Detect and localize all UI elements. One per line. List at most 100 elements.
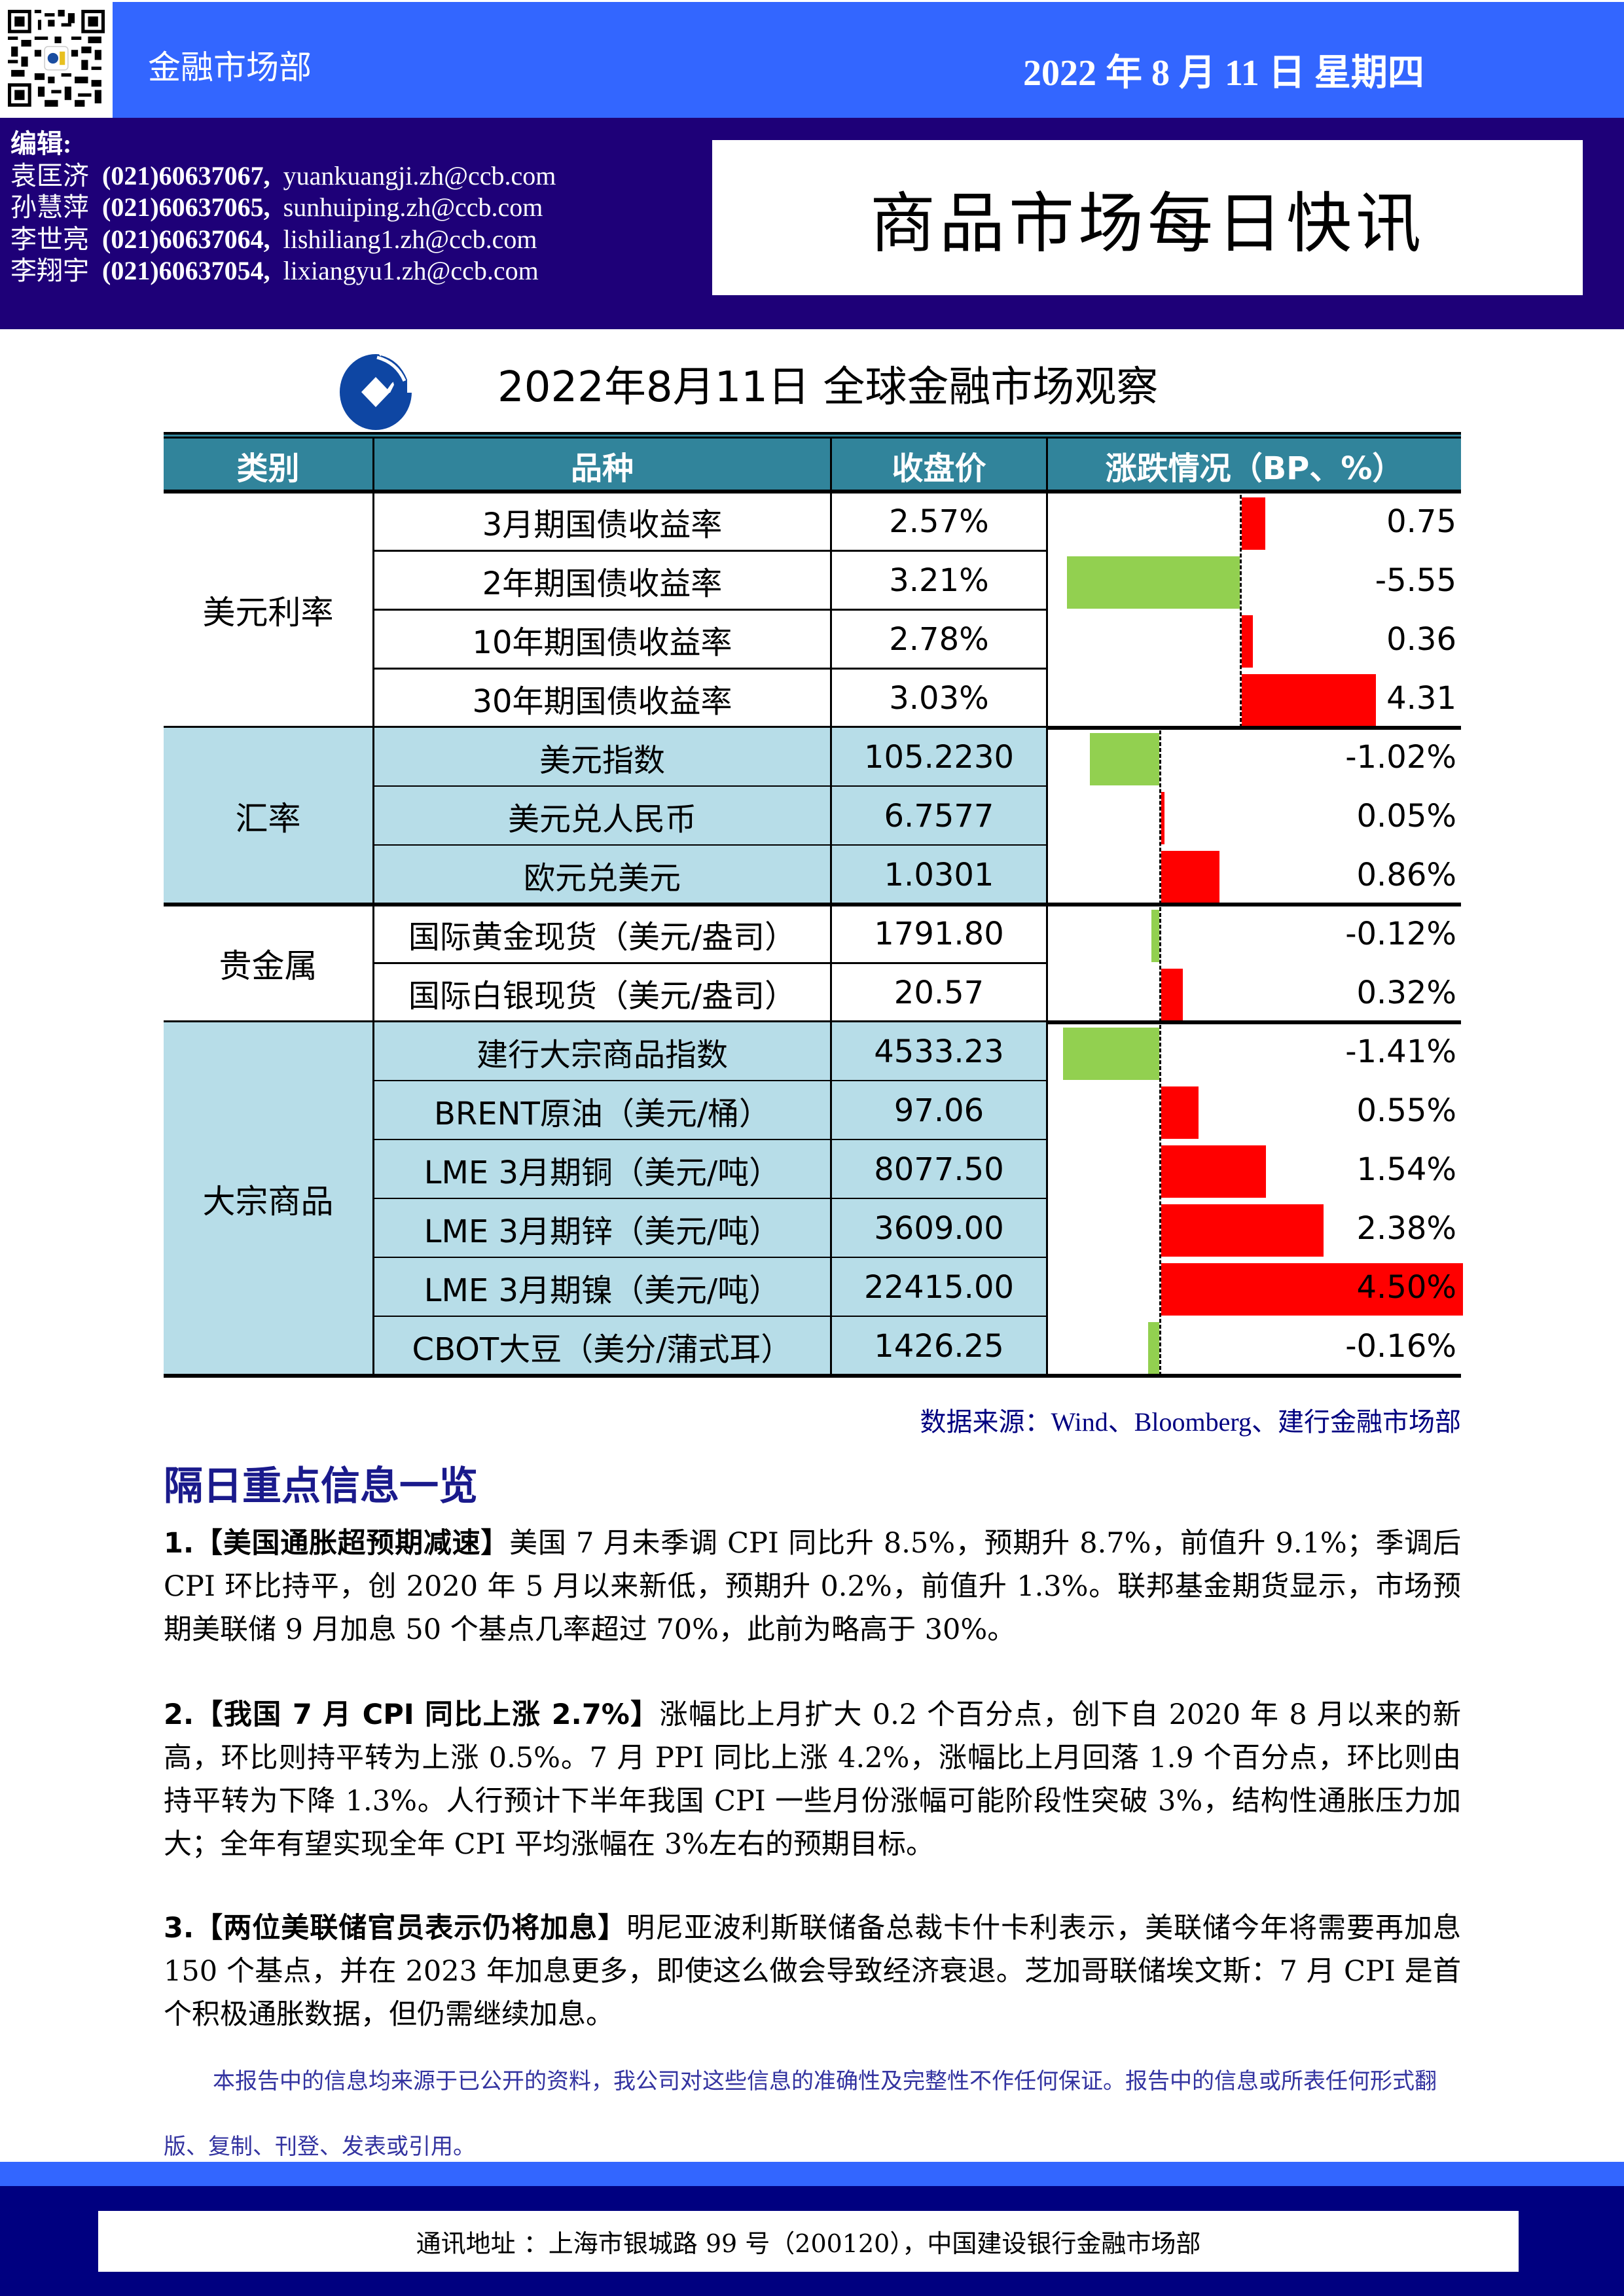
decrease-bar: [1151, 910, 1159, 962]
close-price-cell: 1791.80: [874, 916, 1004, 952]
row-divider: [372, 785, 1048, 787]
report-date: 2022 年 8 月 11 日 星期四: [1023, 53, 1424, 94]
editor-email[interactable]: sunhuiping.zh@ccb.com: [283, 192, 543, 222]
editor-list: 编辑: 袁匡济 (021)60637067, yuankuangji.zh@cc…: [10, 128, 556, 287]
editor-entry: 李翔宇 (021)60637054, lixiangyu1.zh@ccb.com: [10, 255, 556, 287]
row-divider: [372, 609, 1048, 611]
news-headline: 【我国 7 月 CPI 同比上涨 2.7%】: [194, 1698, 660, 1731]
close-price-cell: 97.06: [832, 1081, 1046, 1140]
increase-bar: [1161, 1263, 1463, 1316]
item-cell: BRENT原油（美元/桶）: [374, 1081, 830, 1140]
change-value: 0.32%: [1356, 975, 1456, 1011]
row-divider: [372, 1198, 1048, 1200]
news-body: 美国 7 月未季调 CPI 同比升 8.5%，预期升 8.7%，前值升 9.1%…: [164, 1527, 1461, 1646]
increase-bar: [1161, 792, 1165, 844]
footer-band: [0, 2162, 1624, 2186]
item-cell: 美元兑人民币: [374, 787, 830, 846]
increase-bar: [1161, 1145, 1267, 1198]
column-divider: [830, 492, 832, 728]
decrease-bar: [1089, 733, 1159, 785]
item-cell: CBOT大豆（美分/蒲式耳）: [374, 1317, 830, 1376]
item-cell: 3月期国债收益率: [482, 507, 723, 543]
editor-name: 李翔宇: [10, 256, 89, 285]
change-value: 0.55%: [1356, 1092, 1456, 1129]
footer-address-box: 通讯地址 ：上海市银城路 99 号（200120），中国建设银行金融市场部: [98, 2211, 1519, 2272]
zero-axis-line: [1159, 1025, 1161, 1376]
footer-address: 通讯地址 ：上海市银城路 99 号（200120），中国建设银行金融市场部: [416, 2229, 1201, 2258]
close-price-cell: 22415.00: [832, 1258, 1046, 1317]
editor-email[interactable]: yuankuangji.zh@ccb.com: [283, 160, 556, 190]
item-cell: 国际黄金现货（美元/盎司）: [408, 919, 797, 956]
data-source: 数据来源：Wind、Bloomberg、建行金融市场部: [920, 1407, 1461, 1437]
header-bottom-border: [164, 490, 1461, 493]
column-header-close: 收盘价: [832, 439, 1046, 492]
editor-entry: 李世亮 (021)60637064, lishiliang1.zh@ccb.co…: [10, 224, 556, 256]
column-divider: [1046, 439, 1048, 492]
item-cell: 国际白银现货（美元/盎司）: [408, 978, 797, 1014]
close-price-cell: 20.57: [893, 975, 984, 1011]
table-top-border: [164, 432, 1461, 435]
close-price-cell: 3.03%: [889, 680, 989, 717]
category-cell: 大宗商品: [164, 1022, 372, 1376]
news-headline: 【美国通胀超预期减速】: [194, 1527, 510, 1560]
news-body: 涨幅比上月扩大 0.2 个百分点，创下自 2020 年 8 月以来的新高，环比则…: [164, 1698, 1461, 1861]
close-price-cell: 1.0301: [832, 846, 1046, 905]
news-item: 2.【我国 7 月 CPI 同比上涨 2.7%】涨幅比上月扩大 0.2 个百分点…: [164, 1693, 1461, 1866]
header-band: [113, 2, 1624, 118]
column-divider: [372, 439, 374, 492]
decrease-bar: [1063, 1028, 1159, 1080]
editor-name: 孙慧萍: [10, 192, 89, 222]
news-body: 明尼亚波利斯联储备总裁卡什卡利表示，美联储今年将需要再加息 150 个基点，并在…: [164, 1912, 1462, 2031]
item-cell: LME 3月期锌（美元/吨）: [374, 1199, 830, 1258]
report-title: 商品市场每日快讯: [870, 185, 1425, 262]
qr-code-icon: [8, 10, 105, 107]
column-divider: [830, 1022, 832, 1376]
item-cell: 建行大宗商品指数: [374, 1022, 830, 1081]
ccb-logo-icon: [339, 353, 412, 431]
column-header-category: 类别: [164, 439, 372, 492]
row-divider: [372, 668, 1048, 670]
section-divider: [164, 1374, 1461, 1378]
editor-email[interactable]: lixiangyu1.zh@ccb.com: [283, 256, 539, 285]
column-divider: [1046, 905, 1048, 1022]
increase-bar: [1242, 615, 1254, 668]
column-divider: [830, 905, 832, 1022]
zero-axis-line: [1159, 907, 1161, 1022]
table-top-border: [164, 437, 1461, 439]
change-value: 0.86%: [1356, 857, 1456, 893]
editor-phone: (021)60637067,: [102, 160, 270, 190]
section-divider: [164, 903, 1461, 906]
report-title-box: 商品市场每日快讯: [712, 140, 1583, 295]
column-divider: [372, 905, 374, 1022]
change-value: -0.12%: [1345, 916, 1456, 952]
item-cell: LME 3月期镍（美元/吨）: [374, 1258, 830, 1317]
change-value: 0.05%: [1356, 798, 1456, 834]
row-divider: [372, 844, 1048, 846]
column-header-item: 品种: [374, 439, 830, 492]
editor-phone: (021)60637064,: [102, 224, 270, 254]
column-divider: [372, 728, 374, 905]
editor-email[interactable]: lishiliang1.zh@ccb.com: [283, 224, 537, 254]
editors-label: 编辑:: [10, 129, 72, 158]
table-top-border: [164, 435, 1461, 437]
news-heading: 隔日重点信息一览: [164, 1463, 478, 1509]
item-cell: 2年期国债收益率: [482, 565, 723, 602]
column-divider: [372, 1022, 374, 1376]
increase-bar: [1161, 851, 1220, 903]
column-divider: [1046, 1022, 1048, 1376]
change-value: 4.31: [1386, 680, 1456, 717]
close-price-cell: 3.21%: [889, 562, 989, 599]
editor-entry: 孙慧萍 (021)60637065, sunhuiping.zh@ccb.com: [10, 192, 556, 224]
row-divider: [372, 1080, 1048, 1082]
item-cell: 10年期国债收益率: [472, 624, 732, 661]
decrease-bar: [1148, 1322, 1159, 1374]
item-cell: 欧元兑美元: [374, 846, 830, 905]
editor-entry: 袁匡济 (021)60637067, yuankuangji.zh@ccb.co…: [10, 160, 556, 192]
category-cell: 汇率: [164, 728, 372, 905]
close-price-cell: 8077.50: [832, 1140, 1046, 1199]
increase-bar: [1242, 497, 1265, 550]
item-cell: 美元指数: [374, 728, 830, 787]
change-value: 4.50%: [1356, 1269, 1456, 1306]
close-price-cell: 2.78%: [889, 621, 989, 658]
change-value: 0.75: [1386, 503, 1456, 540]
